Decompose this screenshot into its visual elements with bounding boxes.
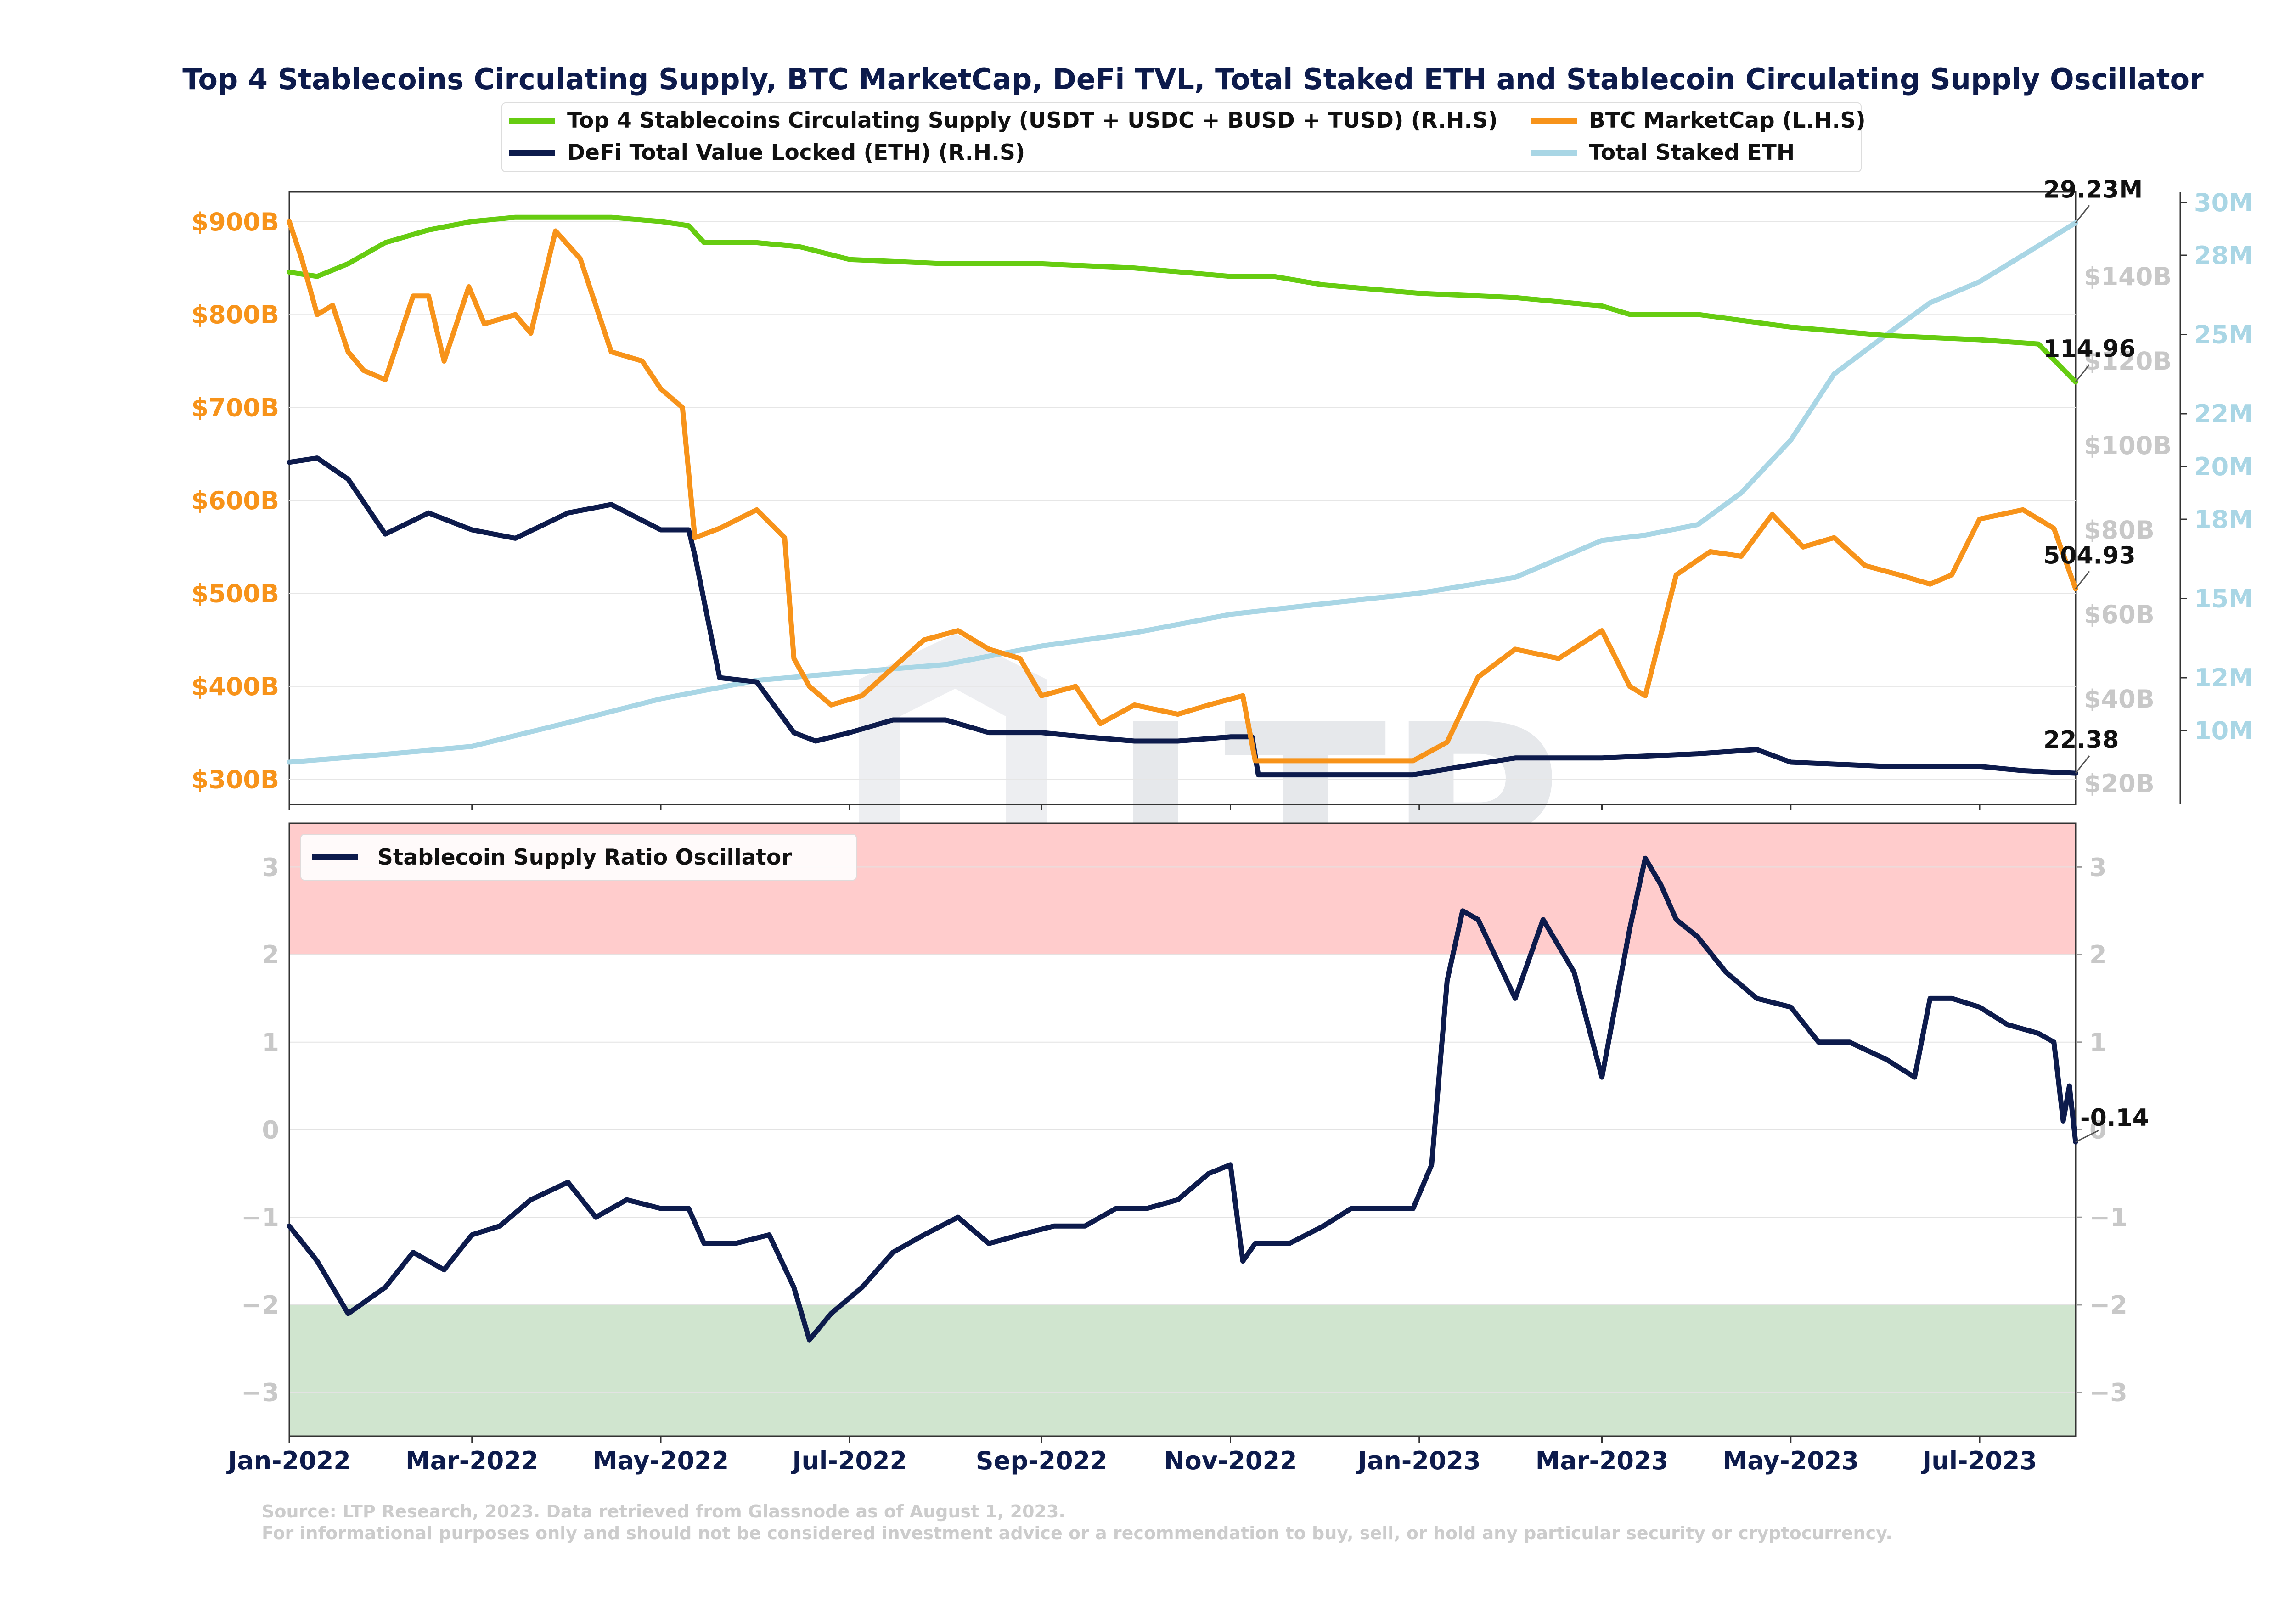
x-tick-label: Mar-2023	[1536, 1446, 1669, 1475]
left-tick-label: $600B	[191, 486, 279, 515]
oversold-band	[289, 1304, 2076, 1436]
bottom-left-ticks: 3 2 1 0 −1 −2 −3	[241, 853, 279, 1407]
oscillator-line	[287, 855, 2078, 1343]
end-label-arrow	[2075, 571, 2090, 590]
bottom-series-group	[287, 855, 2078, 1343]
right-2-tick-label: 25M	[2194, 320, 2253, 349]
top-legend: Top 4 Stablecoins Circulating Supply (US…	[501, 102, 1866, 172]
chart-title: Top 4 Stablecoins Circulating Supply, BT…	[182, 62, 2204, 96]
bottom-gridlines	[289, 866, 2076, 1393]
end-label-arrow	[2075, 755, 2090, 774]
x-tick-label: Jul-2022	[790, 1446, 907, 1475]
end-label: 29.23M	[2043, 176, 2143, 203]
legend-label-stable: Top 4 Stablecoins Circulating Supply (US…	[567, 108, 1498, 133]
legend-label-oscillator: Stablecoin Supply Ratio Oscillator	[377, 845, 792, 870]
left-tick-label: $700B	[191, 393, 279, 422]
right-2-tick-label: 22M	[2194, 399, 2253, 428]
right-1-tick-label: $120B	[2084, 347, 2172, 376]
legend-label-defi: DeFi Total Value Locked (ETH) (R.H.S)	[567, 140, 1025, 165]
bottom-left-tick-label: 0	[262, 1116, 279, 1145]
bottom-right-tick-label: −1	[2089, 1203, 2127, 1232]
source-line-1: Source: LTP Research, 2023. Data retriev…	[262, 1501, 1065, 1522]
end-label: 114.96	[2043, 335, 2136, 363]
right-1-tick-label: $20B	[2084, 769, 2155, 798]
right-1-tick-label: $40B	[2084, 685, 2155, 714]
right-2-tick-label: 18M	[2194, 505, 2253, 534]
top-series-group	[287, 214, 2078, 778]
x-tick-label: Mar-2022	[405, 1446, 539, 1475]
bottom-legend-frame	[300, 834, 857, 881]
left-tick-label: $900B	[191, 208, 279, 236]
source-line-2: For informational purposes only and shou…	[262, 1523, 1892, 1543]
bottom-left-tick-label: 2	[262, 940, 279, 969]
bottom-right-ticks: 3 2 1 0 −1 −2 −3	[2076, 853, 2127, 1407]
bottom-left-tick-label: 3	[262, 853, 279, 882]
right-axis-1-ticks: $20B $40B $60B $80B $100B $120B $140B	[2084, 262, 2172, 798]
right-axis-2-ticks: 10M 12M 15M 18M 20M 22M 25M 28M 30M	[2180, 188, 2253, 745]
bottom-left-tick-label: 1	[262, 1028, 279, 1057]
right-2-tick-label: 15M	[2194, 584, 2253, 613]
x-tick-label: May-2023	[1723, 1446, 1859, 1475]
x-tick-label: Nov-2022	[1164, 1446, 1297, 1475]
right-2-tick-label: 12M	[2194, 663, 2253, 692]
legend-label-btc: BTC MarketCap (L.H.S)	[1589, 108, 1866, 133]
end-label: 504.93	[2043, 542, 2136, 569]
defi-tvl-line	[287, 455, 2078, 778]
left-tick-label: $400B	[191, 672, 279, 701]
bottom-left-tick-label: −3	[241, 1378, 279, 1407]
right-1-tick-label: $80B	[2084, 516, 2155, 545]
end-label: -0.14	[2080, 1104, 2149, 1132]
bottom-right-tick-label: −2	[2089, 1291, 2127, 1320]
top-legend-frame	[501, 102, 1862, 172]
top-gridlines	[289, 221, 2076, 780]
bottom-legend: Stablecoin Supply Ratio Oscillator	[300, 834, 857, 881]
bottom-end-labels: -0.14	[2075, 1104, 2149, 1143]
top-end-labels: 29.23M 114.96 504.93 22.38	[2043, 176, 2143, 774]
end-label-arrow	[2075, 205, 2090, 224]
left-tick-label: $800B	[191, 300, 279, 329]
legend-label-staked: Total Staked ETH	[1589, 140, 1795, 165]
end-label-arrow	[2075, 1129, 2099, 1143]
right-2-tick-label: 30M	[2194, 188, 2253, 217]
left-tick-label: $300B	[191, 765, 279, 794]
right-2-tick-label: 20M	[2194, 452, 2253, 481]
watermark-logo-shape	[859, 634, 1047, 918]
top-panel-frame	[288, 191, 2077, 805]
right-2-tick-label: 28M	[2194, 241, 2253, 270]
bottom-right-tick-label: −3	[2089, 1378, 2127, 1407]
x-axis-ticks: Jan-2022 Mar-2022 May-2022 Jul-2022 Sep-2022…	[226, 804, 2037, 1475]
x-tick-label: Jan-2023	[1356, 1446, 1481, 1475]
x-tick-label: May-2022	[593, 1446, 729, 1475]
left-tick-label: $500B	[191, 579, 279, 608]
btc-marketcap-line	[287, 219, 2078, 764]
right-1-tick-label: $100B	[2084, 431, 2172, 460]
stablecoin-supply-line	[287, 214, 2078, 385]
bottom-right-tick-label: 2	[2089, 940, 2107, 969]
bottom-left-tick-label: −2	[241, 1291, 279, 1320]
left-axis-ticks: $300B $400B $500B $600B $700B $800B $900B	[191, 208, 279, 794]
bottom-left-tick-label: −1	[241, 1203, 279, 1232]
x-tick-label: Jan-2022	[226, 1446, 351, 1475]
end-label: 22.38	[2043, 726, 2119, 754]
x-tick-label: Jul-2023	[1920, 1446, 2037, 1475]
bottom-right-tick-label: 1	[2089, 1028, 2107, 1057]
bottom-right-tick-label: 3	[2089, 853, 2107, 882]
end-label-arrow	[2075, 364, 2090, 382]
bottom-right-tick-label: 0	[2089, 1116, 2107, 1145]
right-2-tick-label: 10M	[2194, 716, 2253, 745]
right-1-tick-label: $140B	[2084, 262, 2172, 291]
right-1-tick-label: $60B	[2084, 600, 2155, 629]
x-tick-label: Sep-2022	[976, 1446, 1108, 1475]
